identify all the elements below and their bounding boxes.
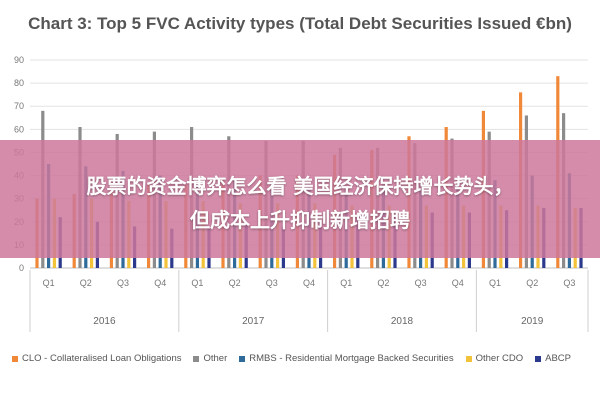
x-tick-label: Q4 bbox=[452, 278, 464, 288]
y-tick-label: 90 bbox=[14, 55, 24, 65]
chart-title: Chart 3: Top 5 FVC Activity types (Total… bbox=[28, 14, 572, 33]
legend-label: Other bbox=[203, 353, 228, 364]
year-label: 2016 bbox=[93, 316, 116, 327]
legend-label: CLO - Collateralised Loan Obligations bbox=[22, 353, 182, 364]
legend-label: Other CDO bbox=[475, 353, 524, 364]
legend-item: Other CDO bbox=[465, 353, 524, 364]
legend-swatch bbox=[535, 355, 542, 362]
legend-item: RMBS - Residential Mortgage Backed Secur… bbox=[239, 353, 454, 364]
x-tick-label: Q1 bbox=[191, 278, 203, 288]
y-tick-label: 80 bbox=[14, 78, 24, 88]
x-tick-label: Q1 bbox=[340, 278, 352, 288]
promo-banner[interactable]: 股票的资金博弈怎么看 美国经济保持增长势头， 但成本上升抑制新增招聘 bbox=[0, 140, 600, 258]
x-tick-label: Q4 bbox=[154, 278, 166, 288]
legend-swatch bbox=[193, 355, 200, 362]
x-tick-label: Q3 bbox=[563, 278, 575, 288]
x-tick-label: Q2 bbox=[229, 278, 241, 288]
banner-line-2: 但成本上升抑制新增招聘 bbox=[190, 208, 410, 232]
y-tick-label: 70 bbox=[14, 101, 24, 111]
legend-swatch bbox=[465, 355, 472, 362]
y-tick-label: 60 bbox=[14, 124, 24, 134]
legend-label: RMBS - Residential Mortgage Backed Secur… bbox=[249, 353, 454, 364]
legend-item: CLO - Collateralised Loan Obligations bbox=[12, 353, 181, 364]
legend: CLO - Collateralised Loan Obligations Oth… bbox=[12, 353, 598, 364]
x-tick-label: Q3 bbox=[266, 278, 278, 288]
x-tick-label: Q3 bbox=[117, 278, 129, 288]
year-label: 2018 bbox=[391, 316, 414, 327]
year-label: 2017 bbox=[242, 316, 265, 327]
x-tick-label: Q1 bbox=[43, 278, 55, 288]
x-tick-label: Q2 bbox=[526, 278, 538, 288]
legend-item: Other bbox=[193, 353, 227, 364]
year-label: 2019 bbox=[521, 316, 544, 327]
y-tick-label: 0 bbox=[19, 263, 24, 273]
x-tick-label: Q3 bbox=[415, 278, 427, 288]
x-tick-label: Q4 bbox=[303, 278, 315, 288]
banner-line-1: 股票的资金博弈怎么看 美国经济保持增长势头， bbox=[86, 174, 514, 198]
x-tick-label: Q2 bbox=[80, 278, 92, 288]
legend-item: ABCP bbox=[535, 353, 571, 364]
legend-label: ABCP bbox=[545, 353, 571, 364]
legend-swatch bbox=[239, 355, 246, 362]
x-tick-label: Q2 bbox=[377, 278, 389, 288]
x-tick-label: Q1 bbox=[489, 278, 501, 288]
legend-swatch bbox=[12, 355, 18, 362]
